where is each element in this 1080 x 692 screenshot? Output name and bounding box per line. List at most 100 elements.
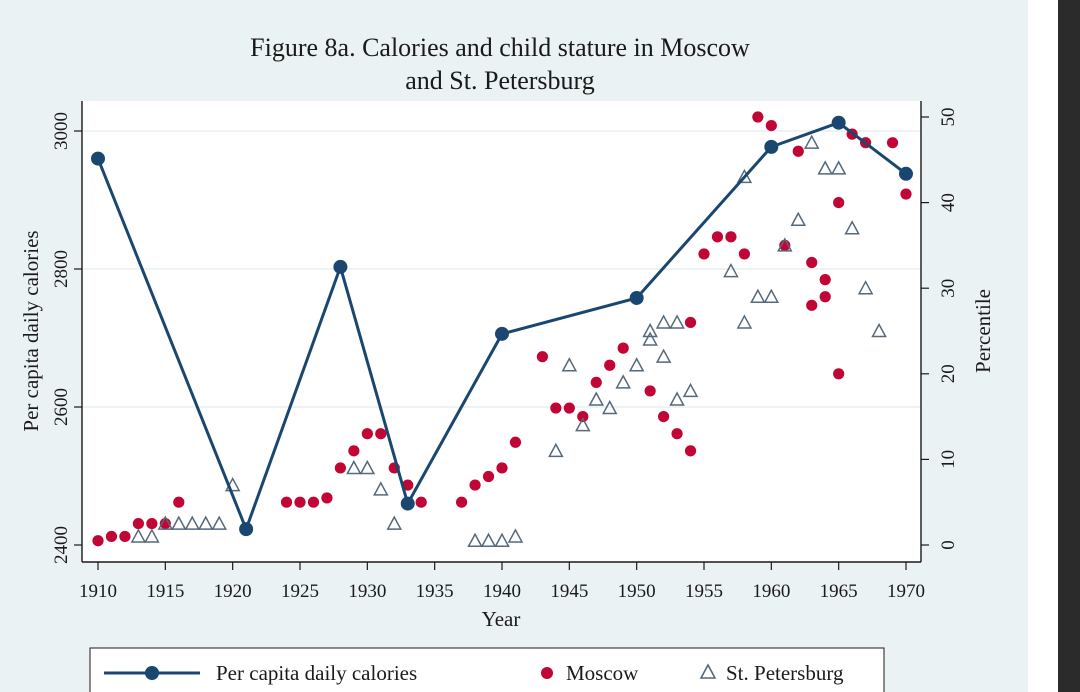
moscow-point (173, 496, 185, 508)
x-tick-label-1960: 1960 (752, 581, 790, 602)
series-st-petersburg (130, 134, 887, 547)
moscow-point (482, 470, 495, 483)
st-petersburg-point (494, 532, 510, 547)
moscow-point (792, 145, 804, 157)
legend: Per capita daily calories Moscow St. Pet… (89, 647, 885, 692)
st-petersburg-point (817, 160, 833, 175)
st-petersburg-point (197, 515, 214, 530)
legend-moscow-marker (541, 667, 553, 679)
right-y-tick-label-50: 50 (938, 108, 959, 127)
moscow-point (738, 248, 751, 260)
moscow-point (456, 496, 468, 508)
st-petersburg-point (467, 532, 483, 547)
moscow-point (833, 197, 845, 209)
st-petersburg-point (588, 391, 605, 406)
calories-point (400, 496, 415, 511)
st-petersburg-point (803, 134, 820, 149)
st-petersburg-point (642, 322, 658, 338)
x-tick-label-1945: 1945 (550, 581, 588, 602)
moscow-point (590, 376, 602, 388)
series-moscow (92, 111, 912, 547)
moscow-point (402, 479, 414, 491)
left-y-tick-label-2600: 2600 (51, 388, 72, 426)
left-y-tick-label-2400: 2400 (51, 526, 72, 564)
right-y-tick-label-20: 20 (938, 364, 959, 383)
st-petersburg-point (669, 314, 685, 329)
moscow-point (469, 479, 481, 491)
moscow-point (900, 188, 912, 200)
x-tick-label-1930: 1930 (348, 581, 386, 602)
st-petersburg-point (601, 399, 618, 415)
moscow-point (321, 492, 333, 504)
moscow-point (765, 119, 777, 132)
moscow-point (361, 428, 373, 440)
st-petersburg-point (642, 331, 658, 346)
x-tick-label-1935: 1935 (416, 581, 454, 602)
st-petersburg-point (130, 528, 147, 543)
calories-point (333, 259, 348, 274)
moscow-point (550, 402, 562, 414)
right-y-axis-ticks: 0 10 20 30 40 50 (921, 108, 959, 550)
legend-calories-marker (145, 666, 159, 680)
st-petersburg-point (561, 357, 578, 372)
st-petersburg-point (171, 515, 187, 530)
st-petersburg-point (211, 515, 227, 530)
legend-st-petersburg-marker (699, 663, 717, 679)
st-petersburg-point (507, 528, 524, 543)
moscow-point (577, 411, 589, 423)
left-y-tick-label-3000: 3000 (51, 112, 72, 150)
moscow-point (711, 231, 724, 243)
calories-point (91, 151, 105, 166)
gridlines (82, 130, 921, 408)
calories-point (239, 522, 254, 537)
moscow-point (644, 385, 656, 397)
st-petersburg-point (736, 314, 753, 329)
moscow-point (496, 462, 508, 474)
st-petersburg-point (373, 481, 389, 496)
x-tick-label-1940: 1940 (483, 581, 521, 602)
moscow-point (886, 137, 899, 149)
moscow-point (92, 535, 104, 547)
st-petersburg-point (480, 532, 497, 547)
st-petersburg-point (763, 288, 780, 304)
moscow-point (819, 291, 831, 303)
x-tick-label-1915: 1915 (146, 581, 184, 602)
moscow-point (806, 299, 818, 311)
st-petersburg-point (750, 288, 766, 304)
moscow-point (119, 530, 131, 543)
st-petersburg-point (844, 220, 860, 235)
st-petersburg-point (723, 263, 739, 278)
moscow-point (658, 411, 670, 423)
x-axis-title: Year (482, 607, 521, 631)
moscow-point (819, 274, 831, 286)
moscow-point (752, 111, 764, 123)
moscow-point (698, 248, 710, 260)
x-tick-label-1965: 1965 (820, 581, 858, 602)
x-tick-label-1970: 1970 (887, 581, 925, 602)
right-y-axis-title: Percentile (971, 289, 995, 373)
calories-point (629, 290, 644, 305)
st-petersburg-point (669, 391, 685, 406)
st-petersburg-point (575, 417, 591, 432)
moscow-point (563, 402, 575, 414)
st-petersburg-point (359, 459, 376, 475)
st-petersburg-point (682, 382, 699, 398)
moscow-point (146, 518, 158, 530)
moscow-point (536, 351, 549, 363)
x-tick-label-1920: 1920 (214, 581, 252, 602)
moscow-point (375, 428, 387, 440)
st-petersburg-point (346, 459, 362, 475)
moscow-point (294, 496, 306, 508)
st-petersburg-point (628, 357, 645, 372)
chart-title-line-1: Figure 8a. Calories and child stature in… (250, 33, 750, 62)
st-petersburg-point (655, 314, 672, 329)
moscow-point (105, 530, 118, 543)
left-y-axis-ticks: 2400 2600 2800 3000 (51, 112, 82, 564)
moscow-point (617, 342, 629, 354)
series-calories (91, 115, 913, 537)
x-tick-label-1910: 1910 (79, 581, 117, 602)
moscow-point (671, 428, 683, 440)
legend-st-petersburg-label: St. Petersburg (726, 661, 844, 685)
x-tick-label-1955: 1955 (685, 581, 723, 602)
